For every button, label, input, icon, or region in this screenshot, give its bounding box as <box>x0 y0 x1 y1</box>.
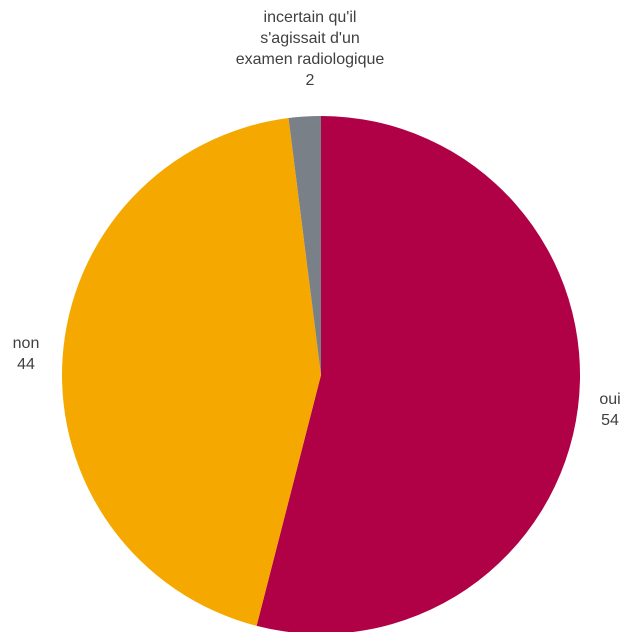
slice-label-2: incertain qu'il s'agissait d'un examen rad… <box>236 9 385 89</box>
slice-value-label: 54 <box>601 412 619 429</box>
slice-value-label: 2 <box>306 72 315 89</box>
slice-label-0: oui 54 <box>599 391 620 429</box>
slice-label-1: non 44 <box>13 335 40 373</box>
slice-labels: oui 54 non 44 incertain qu'il s'agissait d'un… <box>13 9 621 429</box>
slice-name-label: non <box>13 335 40 352</box>
slice-name-label: examen radiologique <box>236 51 385 68</box>
pie-slice-1 <box>62 118 322 626</box>
pie-slice-2 <box>288 116 321 375</box>
slice-value-label: 44 <box>17 356 35 373</box>
slice-name-label: oui <box>599 391 620 408</box>
slice-name-label: incertain qu'il <box>264 9 357 26</box>
pie-slices <box>62 116 580 632</box>
pie-slice-0 <box>256 116 580 632</box>
slice-name-label: s'agissait d'un <box>260 30 360 47</box>
